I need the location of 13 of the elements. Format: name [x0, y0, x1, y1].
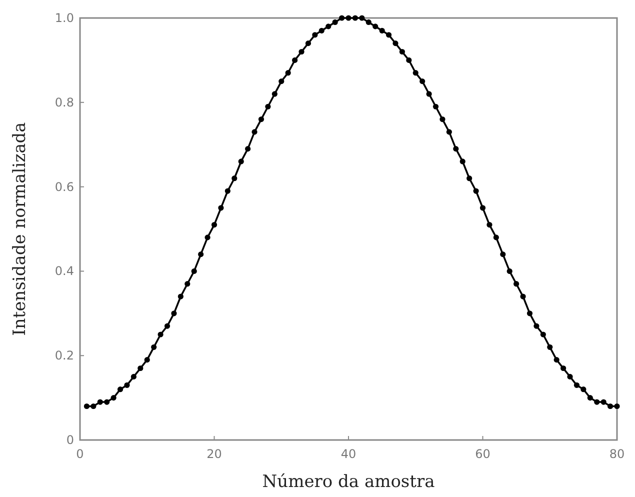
y-tick-label: 0.8 [54, 95, 74, 110]
x-tick-label: 60 [475, 447, 490, 461]
x-tick-label: 80 [609, 447, 625, 461]
y-tick-label: 0 [66, 433, 74, 447]
x-tick-label: 40 [340, 447, 356, 461]
y-axis-title: Intensidade normalizada [10, 122, 30, 336]
y-tick-label: 0.4 [54, 264, 74, 278]
x-tick-label: 0 [76, 447, 84, 461]
y-tick-label: 0.2 [54, 348, 74, 363]
x-tick-label: 20 [206, 447, 222, 461]
y-tick-label: 1.0 [54, 11, 74, 25]
x-axis-title: Número da amostra [262, 472, 435, 492]
y-tick-label: 0.6 [54, 180, 74, 194]
